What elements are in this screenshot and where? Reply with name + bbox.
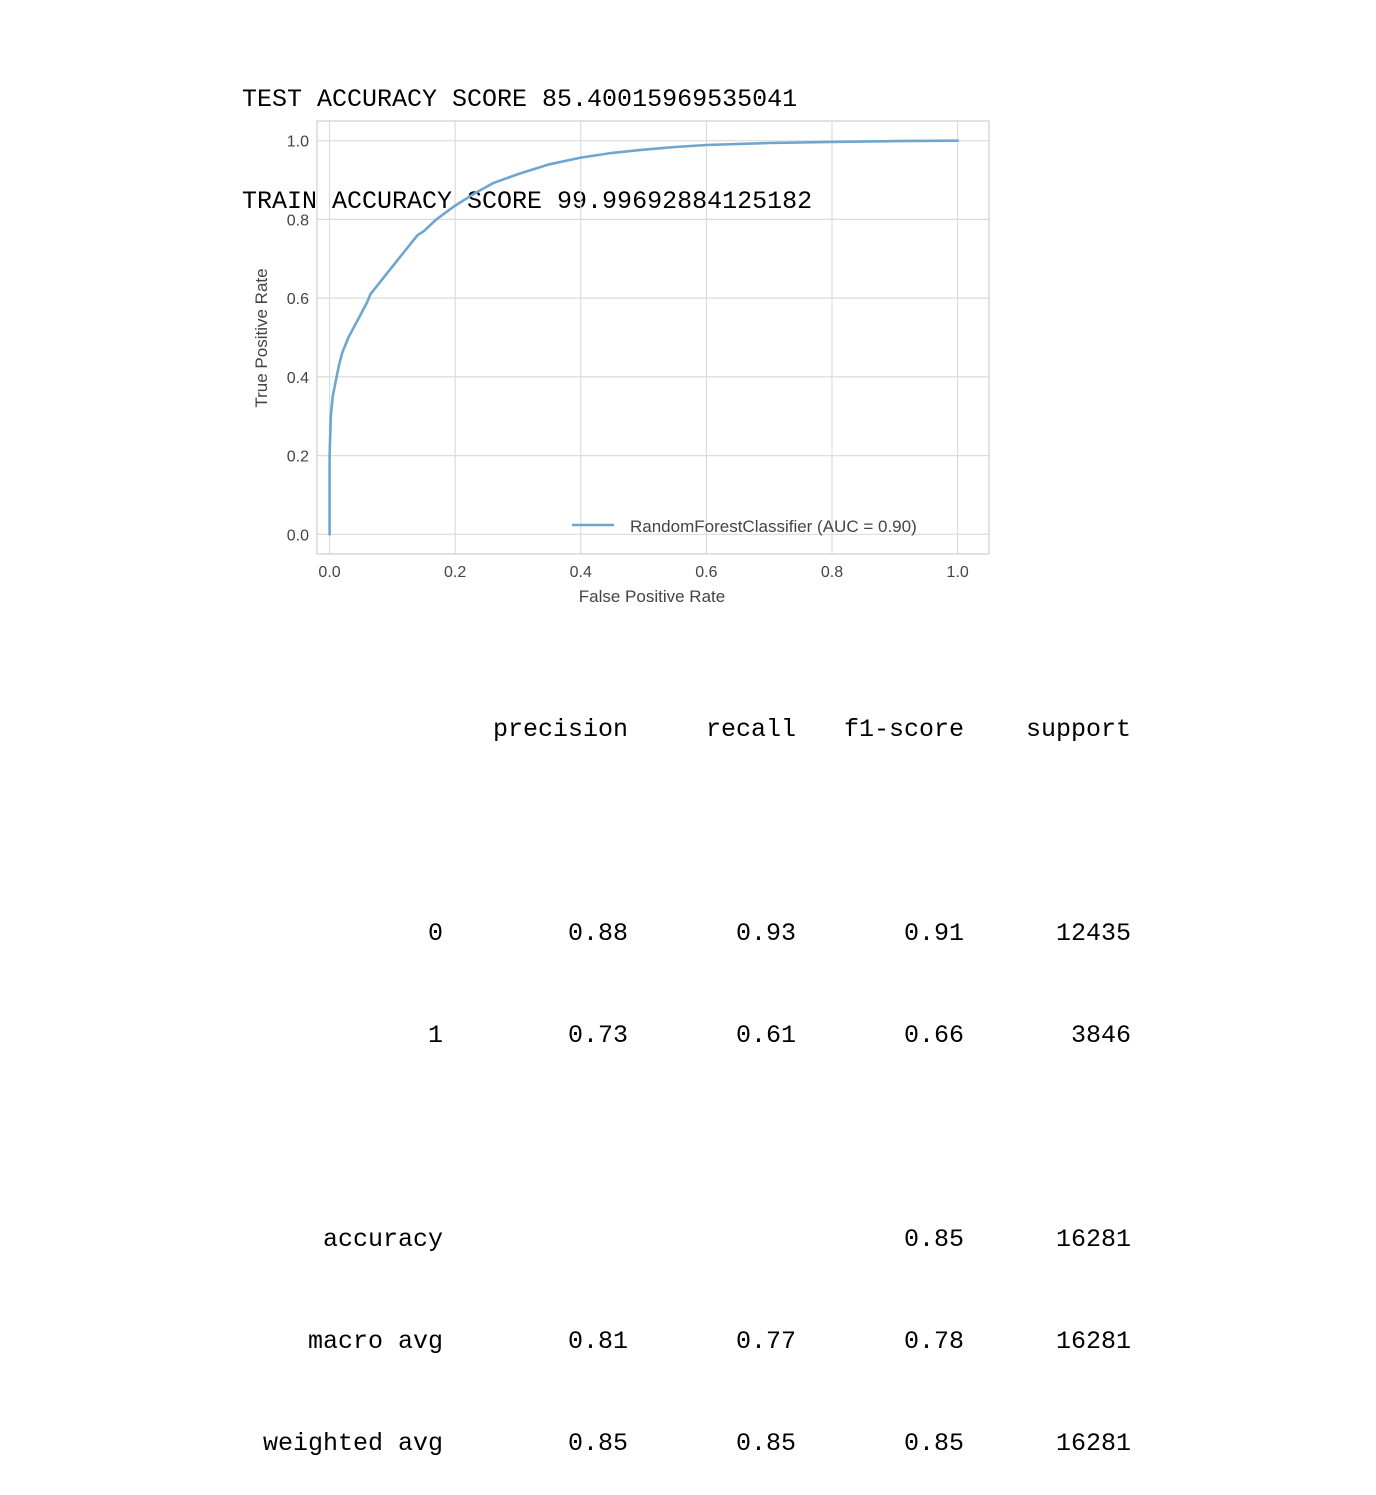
- row-recall: 0.93: [735, 919, 796, 948]
- y-tick-label: 0.2: [287, 449, 309, 466]
- row-precision: 0.88: [567, 919, 628, 948]
- roc-curve-chart: 0.0 0.2 0.4 0.6 0.8 1.0 0.0 0.2 0.4 0.6 0.8 1.0 Ran…: [252, 120, 990, 606]
- accuracy-scores: TEST ACCURACY SCORE 85.40015969535041 TR…: [242, 15, 812, 253]
- x-tick-label: 0.2: [444, 564, 466, 581]
- row-precision: [443, 1223, 628, 1257]
- y-tick-label: 0.6: [287, 291, 309, 308]
- row-f1-score: 0.66: [903, 1021, 964, 1050]
- y-tick-label: 0.4: [287, 370, 309, 387]
- row-support: 12435: [1055, 919, 1131, 948]
- header-precision: precision: [492, 715, 628, 744]
- row-label: 1: [427, 1021, 443, 1050]
- row-recall: 0.85: [735, 1429, 796, 1458]
- header-recall: recall: [705, 715, 796, 744]
- report-header-blank: [242, 713, 443, 747]
- row-recall: 0.77: [735, 1327, 796, 1356]
- row-support: 16281: [1055, 1225, 1131, 1254]
- row-precision: 0.85: [567, 1429, 628, 1458]
- legend: RandomForestClassifier (AUC = 0.90): [572, 517, 917, 536]
- grid-lines: [317, 121, 989, 554]
- row-label: accuracy: [322, 1225, 443, 1254]
- row-recall: [628, 1223, 796, 1257]
- y-tick-label: 0.8: [287, 212, 309, 229]
- y-axis-label: True Positive Rate: [252, 268, 271, 407]
- header-support: support: [1025, 715, 1131, 744]
- row-f1-score: 0.85: [903, 1429, 964, 1458]
- axis-ticks: 0.0 0.2 0.4 0.6 0.8 1.0 0.0 0.2 0.4 0.6 0.8 1.0: [287, 134, 969, 581]
- y-tick-label: 1.0: [287, 134, 309, 151]
- x-tick-label: 0.8: [821, 564, 843, 581]
- report-row-class-0: 0 0.88 0.93 0.91 12435: [242, 917, 1131, 951]
- row-label: macro avg: [307, 1327, 443, 1356]
- row-support: 16281: [1055, 1429, 1131, 1458]
- x-axis-label: False Positive Rate: [579, 587, 725, 606]
- row-recall: 0.61: [735, 1021, 796, 1050]
- report-header-row: precision recall f1-score support: [242, 713, 1131, 747]
- classification-report: precision recall f1-score support 0 0.88…: [242, 645, 1131, 1495]
- y-tick-label: 0.0: [287, 527, 309, 544]
- report-spacer: [242, 1121, 1131, 1155]
- legend-label: RandomForestClassifier (AUC = 0.90): [630, 517, 917, 536]
- series-layer: [328, 139, 959, 536]
- train-accuracy-score: TRAIN ACCURACY SCORE 99.99692884125182: [242, 187, 813, 216]
- row-support: 16281: [1055, 1327, 1131, 1356]
- roc-curve-line: [328, 139, 959, 536]
- header-f1-score: f1-score: [843, 715, 964, 744]
- x-tick-label: 0.4: [570, 564, 592, 581]
- row-label: weighted avg: [262, 1429, 443, 1458]
- x-tick-label: 0.0: [318, 564, 340, 581]
- report-row-class-1: 1 0.73 0.61 0.66 3846: [242, 1019, 1131, 1053]
- row-precision: 0.81: [567, 1327, 628, 1356]
- row-f1-score: 0.85: [903, 1225, 964, 1254]
- row-precision: 0.73: [567, 1021, 628, 1050]
- row-label: 0: [427, 919, 443, 948]
- row-f1-score: 0.91: [903, 919, 964, 948]
- test-accuracy-score: TEST ACCURACY SCORE 85.40015969535041: [242, 85, 798, 114]
- report-spacer: [242, 815, 1131, 849]
- report-row-accuracy: accuracy 0.85 16281: [242, 1223, 1131, 1257]
- x-tick-label: 1.0: [946, 564, 968, 581]
- x-tick-label: 0.6: [695, 564, 717, 581]
- plot-frame: [316, 120, 990, 555]
- row-f1-score: 0.78: [903, 1327, 964, 1356]
- report-row-macro-avg: macro avg 0.81 0.77 0.78 16281: [242, 1325, 1131, 1359]
- report-row-weighted-avg: weighted avg 0.85 0.85 0.85 16281: [242, 1427, 1131, 1461]
- row-support: 3846: [1070, 1021, 1131, 1050]
